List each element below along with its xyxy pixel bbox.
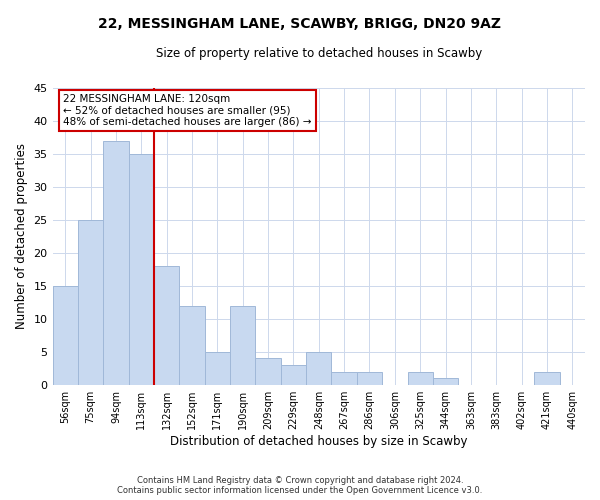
X-axis label: Distribution of detached houses by size in Scawby: Distribution of detached houses by size … <box>170 434 467 448</box>
Bar <box>256 358 281 384</box>
Bar <box>128 154 154 384</box>
Bar <box>103 141 128 384</box>
Bar <box>281 365 306 384</box>
Bar <box>179 306 205 384</box>
Bar <box>306 352 331 384</box>
Bar <box>53 286 78 384</box>
Text: 22, MESSINGHAM LANE, SCAWBY, BRIGG, DN20 9AZ: 22, MESSINGHAM LANE, SCAWBY, BRIGG, DN20… <box>98 18 502 32</box>
Bar <box>78 220 103 384</box>
Bar <box>534 372 560 384</box>
Bar <box>407 372 433 384</box>
Bar <box>433 378 458 384</box>
Title: Size of property relative to detached houses in Scawby: Size of property relative to detached ho… <box>155 48 482 60</box>
Bar <box>331 372 357 384</box>
Bar <box>205 352 230 384</box>
Text: Contains HM Land Registry data © Crown copyright and database right 2024.
Contai: Contains HM Land Registry data © Crown c… <box>118 476 482 495</box>
Text: 22 MESSINGHAM LANE: 120sqm
← 52% of detached houses are smaller (95)
48% of semi: 22 MESSINGHAM LANE: 120sqm ← 52% of deta… <box>63 94 311 127</box>
Y-axis label: Number of detached properties: Number of detached properties <box>15 144 28 330</box>
Bar <box>357 372 382 384</box>
Bar <box>230 306 256 384</box>
Bar <box>154 266 179 384</box>
